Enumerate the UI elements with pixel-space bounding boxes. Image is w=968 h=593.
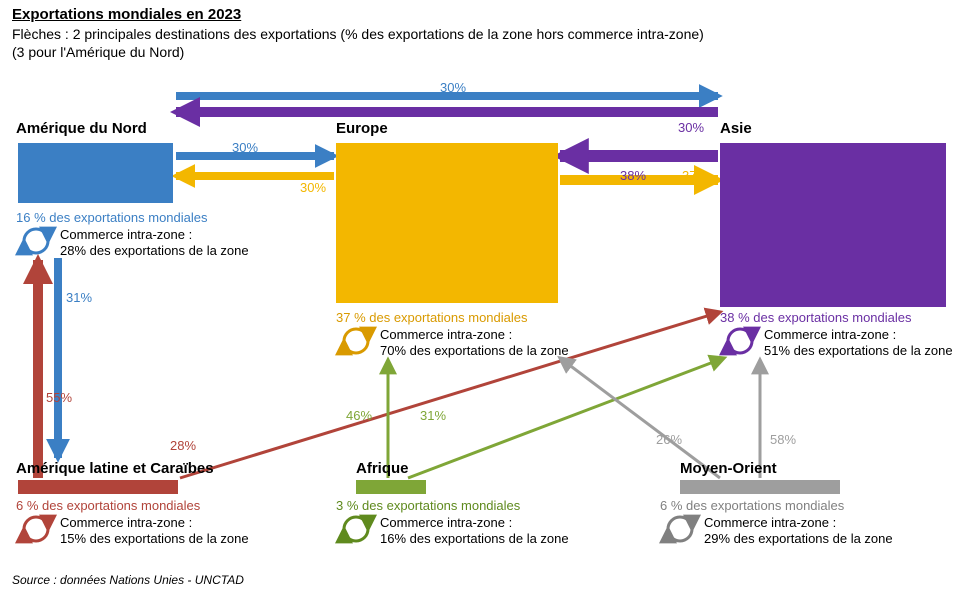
region-eu-share: 37 % des exportations mondiales: [336, 310, 528, 325]
region-af-block: [356, 480, 426, 494]
region-asia-share: 38 % des exportations mondiales: [720, 310, 912, 325]
region-lac-intra: Commerce intra-zone :15% des exportation…: [60, 515, 249, 548]
region-asia-block: [720, 143, 946, 307]
region-asia-intra: Commerce intra-zone :51% des exportation…: [764, 327, 953, 360]
subtitle-1: Flèches : 2 principales destinations des…: [12, 26, 704, 42]
region-af-label: Afrique: [356, 460, 409, 477]
flow-af-asia-pct: 31%: [420, 408, 446, 423]
region-me-intra: Commerce intra-zone :29% des exportation…: [704, 515, 893, 548]
flow-me-asia-pct: 58%: [770, 432, 796, 447]
region-asia-label: Asie: [720, 120, 752, 137]
flow-eu-na-pct: 30%: [300, 180, 326, 195]
region-lac-label: Amérique latine et Caraïbes: [16, 460, 214, 477]
region-eu-intra: Commerce intra-zone :70% des exportation…: [380, 327, 569, 360]
flow-asia-eu-pct: 38%: [620, 168, 646, 183]
region-af-intra: Commerce intra-zone :16% des exportation…: [380, 515, 569, 548]
region-me-label: Moyen-Orient: [680, 460, 777, 477]
flow-lac-na-pct: 55%: [46, 390, 72, 405]
flow-af-eu-pct: 46%: [346, 408, 372, 423]
region-na-share: 16 % des exportations mondiales: [16, 210, 208, 225]
subtitle-2: (3 pour l'Amérique du Nord): [12, 44, 184, 60]
title: Exportations mondiales en 2023: [12, 6, 241, 23]
region-na-intra: Commerce intra-zone :28% des exportation…: [60, 227, 249, 260]
region-eu-label: Europe: [336, 120, 388, 137]
flow-me-eu-pct: 26%: [656, 432, 682, 447]
region-eu-block: [336, 143, 558, 303]
source: Source : données Nations Unies - UNCTAD: [12, 573, 244, 587]
flow-asia-na-pct: 30%: [678, 120, 704, 135]
flow-na-eu-pct: 30%: [232, 140, 258, 155]
region-me-share: 6 % des exportations mondiales: [660, 498, 844, 513]
flow-na-lac-pct: 31%: [66, 290, 92, 305]
flow-lac-asia-pct: 28%: [170, 438, 196, 453]
region-na-label: Amérique du Nord: [16, 120, 147, 137]
region-lac-block: [18, 480, 178, 494]
flow-eu-asia-pct: 37%: [682, 168, 708, 183]
diagram-stage: Exportations mondiales en 2023 Flèches :…: [0, 0, 968, 593]
region-na-block: [18, 143, 173, 203]
flow-na-asia-pct: 30%: [440, 80, 466, 95]
region-af-share: 3 % des exportations mondiales: [336, 498, 520, 513]
region-lac-share: 6 % des exportations mondiales: [16, 498, 200, 513]
region-me-block: [680, 480, 840, 494]
